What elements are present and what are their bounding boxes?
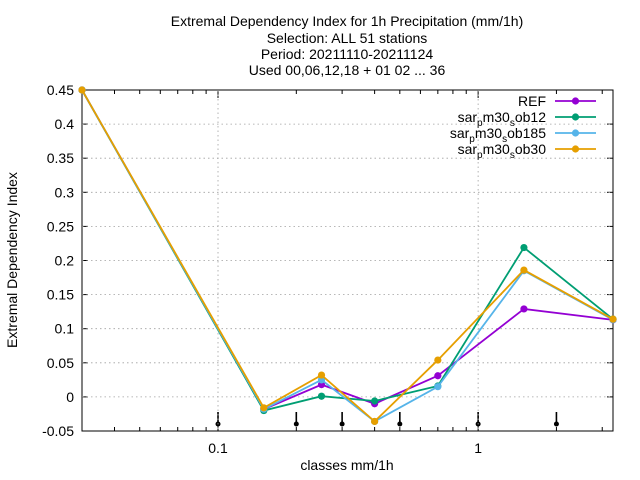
legend-label: sarpm30sob12 (458, 109, 547, 129)
y-tick-label: 0.4 (55, 116, 75, 132)
legend-swatch-point (571, 129, 580, 137)
x-tick-label: 1 (474, 440, 482, 456)
legend-label: REF (518, 93, 546, 109)
series-group (78, 86, 617, 426)
data-point (609, 315, 617, 323)
y-tick-label: 0.45 (47, 82, 74, 98)
y-axis-label: Extremal Dependency Index (4, 172, 20, 348)
title-line-4: Used 00,06,12,18 + 01 02 ... 36 (249, 62, 446, 78)
x-axis-label: classes mm/1h (300, 457, 393, 473)
title-line-1: Extremal Dependency Index for 1h Precipi… (171, 13, 524, 29)
data-point (520, 266, 528, 274)
data-point (434, 372, 442, 380)
data-point (260, 404, 268, 412)
legend-swatch-point (571, 97, 580, 105)
data-point (434, 356, 442, 364)
data-point (520, 305, 528, 313)
legend-swatch-point (571, 113, 580, 121)
data-point (434, 383, 442, 391)
title-line-3: Period: 20211110-20211124 (261, 46, 434, 62)
class-marker-dot (293, 421, 299, 427)
x-tick-label: 0.1 (208, 440, 228, 456)
legend-label: sarpm30sob30 (458, 141, 547, 161)
data-point (520, 243, 528, 252)
y-tick-label: 0.3 (55, 184, 75, 200)
plot-grid (82, 90, 613, 431)
y-tick-label: 0.2 (55, 253, 75, 269)
title-line-2: Selection: ALL 51 stations (267, 30, 428, 46)
legend-label: sarpm30sob185 (450, 125, 546, 145)
y-tick-label: 0.35 (47, 150, 74, 166)
y-tick-label: 0.1 (55, 321, 75, 337)
class-marker-dot (397, 421, 403, 427)
y-tick-label: 0.05 (47, 355, 74, 371)
y-tick-label: 0.25 (47, 218, 74, 234)
data-point (317, 371, 326, 379)
data-point (371, 417, 379, 426)
y-tick-label: 0 (66, 389, 74, 405)
y-tick-label: 0.15 (47, 287, 74, 303)
chart-title: Extremal Dependency Index for 1h Precipi… (171, 13, 524, 78)
class-marker-dot (339, 421, 345, 427)
legend-swatch-point (571, 145, 580, 153)
data-point (317, 392, 326, 400)
data-point (78, 86, 86, 94)
class-marker-dot (553, 421, 559, 427)
data-point (371, 397, 379, 405)
series-3 (78, 86, 617, 426)
y-tick-label: -0.05 (42, 423, 74, 439)
